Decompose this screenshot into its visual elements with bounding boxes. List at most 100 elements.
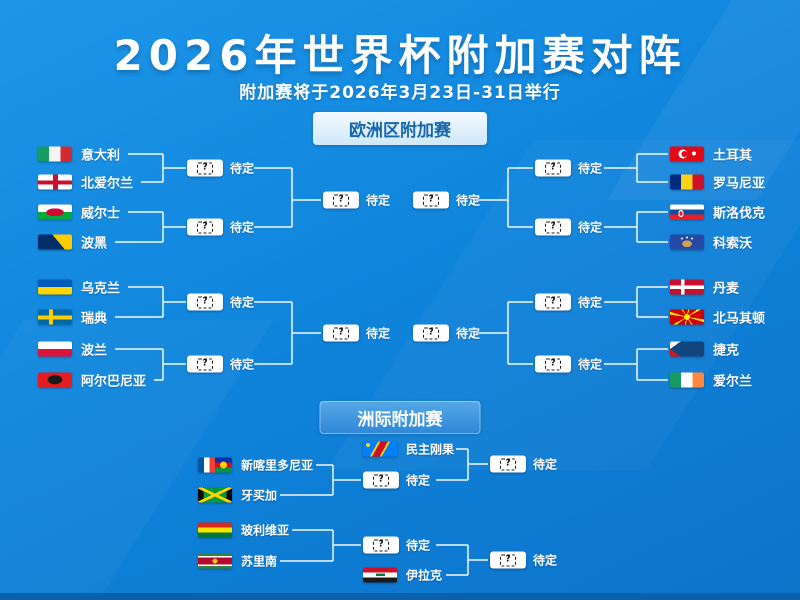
team-suriname: 苏里南: [198, 553, 277, 570]
question-placeholder-icon: ?: [535, 293, 571, 311]
question-mark: ?: [373, 539, 389, 551]
flag-albania-icon: [38, 372, 72, 388]
tbd-label: 待定: [578, 295, 603, 310]
question-mark: ?: [423, 327, 439, 339]
team-north-macedonia: 北马其顿: [670, 308, 765, 327]
flag-czech-republic-icon: [670, 341, 704, 357]
team-name: 民主刚果: [406, 442, 455, 457]
question-mark: ?: [423, 194, 439, 206]
tbd-semifinal: ? 待定: [187, 355, 255, 373]
flag-romania-icon: [670, 174, 704, 190]
team-name: 捷克: [713, 343, 740, 359]
flag-bolivia-icon: [198, 522, 232, 538]
team-turkey: 土耳其: [670, 145, 752, 164]
team-name: 阿尔巴尼亚: [81, 374, 147, 390]
team-new-caledonia: 新喀里多尼亚: [198, 457, 313, 474]
question-placeholder-icon: ?: [363, 471, 399, 489]
team-poland: 波兰: [38, 340, 107, 359]
team-name: 意大利: [81, 148, 121, 164]
bottom-accent-strip: [0, 593, 800, 600]
question-placeholder-icon: ?: [187, 159, 223, 177]
team-name: 北马其顿: [713, 311, 766, 327]
team-name: 爱尔兰: [713, 374, 753, 390]
tbd-semifinal: ? 待定: [535, 159, 603, 177]
question-placeholder-icon: ?: [535, 218, 571, 236]
question-placeholder-icon: ?: [413, 191, 449, 209]
flag-wales-icon: [38, 204, 72, 220]
tbd-label: 待定: [456, 193, 481, 208]
question-mark: ?: [197, 221, 213, 233]
team-kosovo: 科索沃: [670, 233, 752, 252]
question-mark: ?: [545, 358, 561, 370]
team-name: 斯洛伐克: [713, 206, 766, 222]
team-jamaica: 牙买加: [198, 487, 277, 504]
tbd-semifinal: ? 待定: [363, 471, 430, 489]
tbd-semifinal: ? 待定: [363, 536, 431, 554]
team-dr-congo: 民主刚果: [363, 441, 454, 458]
team-name: 威尔士: [81, 206, 121, 222]
question-placeholder-icon: ?: [187, 293, 223, 311]
question-mark: ?: [500, 554, 516, 566]
question-placeholder-icon: ?: [535, 159, 571, 177]
flag-kosovo-icon: [670, 234, 704, 250]
flag-bosnia-herzegovina-icon: [38, 234, 72, 250]
team-ireland: 爱尔兰: [670, 371, 752, 390]
team-name: 伊拉克: [406, 568, 443, 583]
question-mark: ?: [197, 162, 213, 174]
tbd-semifinal: ? 待定: [535, 293, 603, 311]
question-mark: ?: [197, 358, 213, 370]
team-bolivia: 玻利维亚: [198, 522, 289, 539]
tbd-label: 待定: [533, 553, 558, 568]
flag-sweden-icon: [38, 309, 72, 325]
team-wales: 威尔士: [38, 203, 120, 222]
flag-ukraine-icon: [38, 279, 72, 295]
page-title: 2026年世界杯附加赛对阵: [113, 31, 687, 80]
team-name: 瑞典: [81, 311, 108, 327]
question-placeholder-icon: ?: [323, 324, 359, 342]
flag-slovakia-icon: [670, 204, 704, 220]
flag-jamaica-icon: [198, 487, 232, 503]
question-mark: ?: [545, 221, 561, 233]
question-placeholder-icon: ?: [535, 355, 571, 373]
tbd-label: 待定: [230, 357, 255, 372]
tbd-final: ? 待定: [413, 191, 481, 209]
team-ukraine: 乌克兰: [38, 278, 120, 297]
tbd-label: 待定: [406, 538, 431, 553]
team-name: 北爱尔兰: [81, 176, 134, 192]
tbd-label: 待定: [578, 161, 603, 176]
team-name: 丹麦: [713, 281, 740, 297]
question-placeholder-icon: ?: [413, 324, 449, 342]
flag-italy-icon: [38, 146, 72, 162]
tbd-label: 待定: [230, 161, 255, 176]
tbd-semifinal: ? 待定: [535, 218, 602, 236]
question-placeholder-icon: ?: [187, 218, 223, 236]
question-mark: ?: [373, 474, 389, 486]
tbd-semifinal: ? 待定: [187, 159, 255, 177]
flag-ireland-icon: [670, 372, 704, 388]
question-mark: ?: [545, 162, 561, 174]
flag-dr-congo-icon: [363, 441, 397, 457]
tbd-label: 待定: [533, 457, 558, 472]
team-name: 牙买加: [241, 488, 278, 503]
team-bosnia-herzegovina: 波黑: [38, 233, 107, 252]
team-italy: 意大利: [38, 145, 120, 164]
team-name: 玻利维亚: [241, 523, 290, 538]
question-placeholder-icon: ?: [187, 355, 223, 373]
tbd-semifinal: ? 待定: [187, 218, 254, 236]
team-name: 土耳其: [713, 148, 753, 164]
team-name: 波黑: [81, 236, 108, 252]
question-mark: ?: [197, 296, 213, 308]
tbd-semifinal: ? 待定: [187, 293, 254, 311]
tbd-final: ? 待定: [490, 455, 558, 473]
tbd-final: ? 待定: [490, 551, 558, 569]
tbd-label: 待定: [456, 326, 481, 341]
team-name: 乌克兰: [81, 281, 121, 297]
team-name: 罗马尼亚: [713, 176, 766, 192]
team-sweden: 瑞典: [38, 308, 107, 327]
flag-turkey-icon: [670, 146, 704, 162]
question-mark: ?: [333, 327, 349, 339]
question-mark: ?: [500, 458, 516, 470]
team-iraq: 伊拉克: [363, 567, 442, 584]
